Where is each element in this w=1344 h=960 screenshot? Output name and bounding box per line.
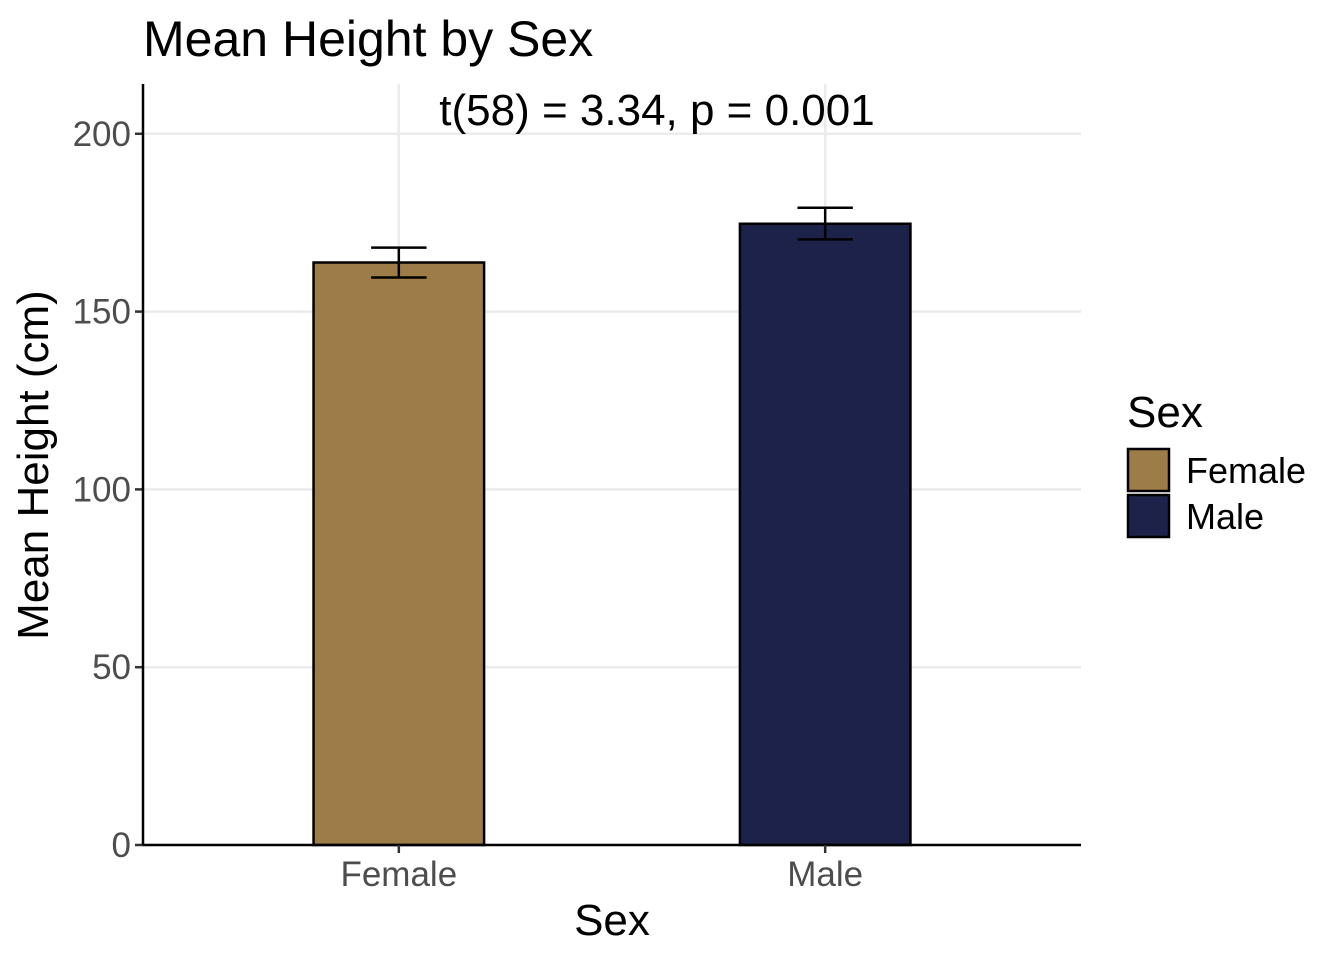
y-axis-title: Mean Height (cm) — [9, 290, 58, 640]
chart-title: Mean Height by Sex — [143, 11, 593, 67]
legend: Sex Female Male — [1126, 388, 1306, 539]
y-tick-label: 50 — [92, 648, 131, 687]
x-tick-label: Female — [340, 855, 457, 894]
y-tick-label: 0 — [112, 826, 131, 865]
legend-title: Sex — [1127, 388, 1203, 437]
y-tick-label: 200 — [73, 115, 131, 154]
y-tick-label: 100 — [73, 470, 131, 509]
t-test-annotation: t(58) = 3.34, p = 0.001 — [439, 86, 874, 135]
legend-label-male: Male — [1186, 496, 1264, 537]
axes: 0 50 100 150 200 Female Male — [73, 84, 1081, 894]
error-bar-female — [371, 246, 427, 279]
bar-female — [312, 261, 486, 847]
gridlines — [143, 84, 1081, 847]
y-tick-label: 150 — [73, 293, 131, 332]
error-bars — [371, 206, 853, 279]
legend-label-female: Female — [1186, 450, 1306, 491]
legend-swatch-female — [1126, 447, 1171, 493]
legend-swatch-male — [1126, 493, 1171, 539]
bar-male — [738, 222, 912, 847]
x-tick-label: Male — [787, 855, 863, 894]
error-bar-male — [797, 206, 853, 241]
x-axis-title: Sex — [574, 896, 650, 945]
bars — [312, 222, 912, 847]
